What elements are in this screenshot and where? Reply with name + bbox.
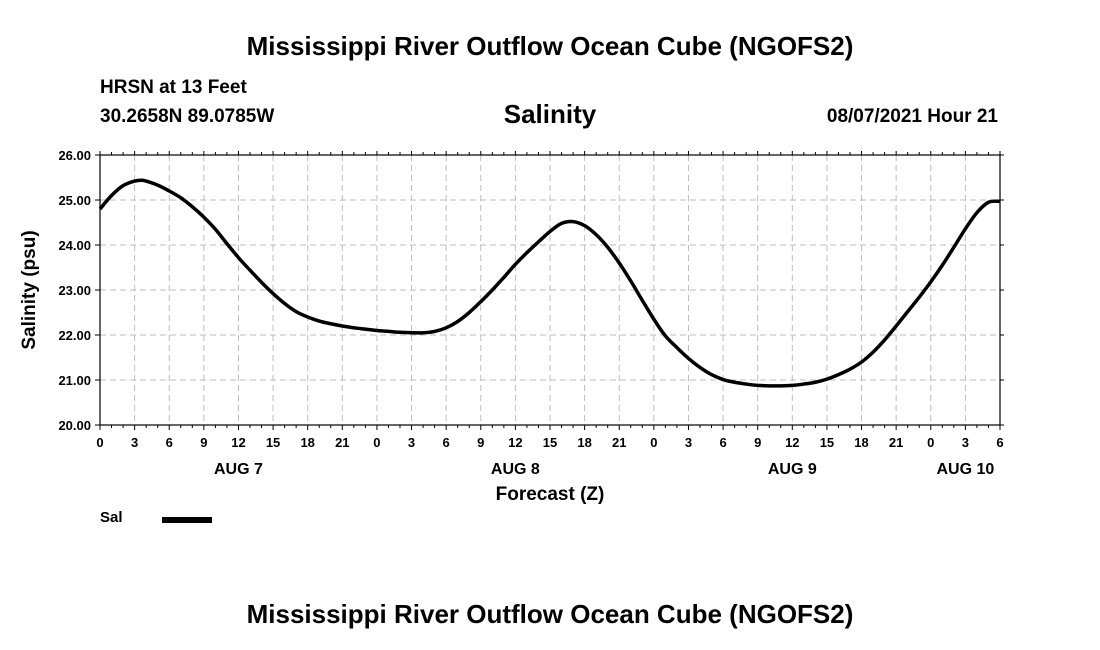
day-label: AUG 8 (491, 461, 540, 478)
x-tick-label: 15 (543, 435, 557, 450)
x-tick-label: 21 (335, 435, 349, 450)
day-label: AUG 10 (936, 461, 994, 478)
plot-frame (99, 154, 1001, 426)
axes (95, 151, 1004, 430)
x-tick-label: 9 (754, 435, 761, 450)
x-tick-label: 18 (300, 435, 314, 450)
x-tick-label: 0 (373, 435, 380, 450)
x-tick-label: 15 (266, 435, 280, 450)
x-tick-label: 9 (200, 435, 207, 450)
y-tick-label: 24.00 (58, 238, 91, 253)
y-axis-title: Salinity (psu) (19, 230, 40, 349)
x-tick-label: 6 (996, 435, 1003, 450)
series-layer (98, 178, 1001, 388)
x-tick-label: 12 (231, 435, 245, 450)
y-tick-label: 23.00 (58, 283, 91, 298)
y-tick-label: 22.00 (58, 328, 91, 343)
x-tick-label: 12 (785, 435, 799, 450)
station-label: HRSN at 13 Feet (100, 77, 247, 98)
forecast-timestamp: 08/07/2021 Hour 21 (826, 106, 998, 127)
x-tick-label: 3 (131, 435, 138, 450)
x-tick-label: 3 (962, 435, 969, 450)
x-tick-label: 18 (854, 435, 868, 450)
x-tick-label: 6 (719, 435, 726, 450)
axis-labels: 0 3 6 9 12 15 18 21 0 3 6 9 12 15 18 21 0 3 6 9 12 15 18 21 0 3 6 2… (19, 148, 1004, 505)
x-tick-label: 3 (408, 435, 415, 450)
y-tick-label: 21.00 (58, 373, 91, 388)
grid (100, 155, 1000, 425)
x-tick-label: 3 (685, 435, 692, 450)
x-tick-label: 21 (889, 435, 903, 450)
series-line-sal (98, 178, 1001, 388)
x-tick-label: 9 (477, 435, 484, 450)
day-label: AUG 9 (768, 461, 817, 478)
y-tick-label: 26.00 (58, 148, 91, 163)
x-tick-label: 12 (508, 435, 522, 450)
legend-label: Sal (100, 509, 123, 526)
chart-title: Mississippi River Outflow Ocean Cube (NG… (246, 31, 854, 61)
x-tick-label: 6 (166, 435, 173, 450)
x-tick-label: 0 (927, 435, 934, 450)
x-tick-label: 0 (650, 435, 657, 450)
coordinates-label: 30.2658N 89.0785W (100, 106, 275, 127)
day-label: AUG 7 (214, 461, 263, 478)
x-tick-label: 15 (820, 435, 834, 450)
x-axis-title: Forecast (Z) (496, 484, 605, 505)
footer-title: Mississippi River Outflow Ocean Cube (NG… (246, 599, 854, 629)
legend-line-swatch (162, 517, 212, 523)
y-tick-label: 25.00 (58, 193, 91, 208)
x-tick-label: 6 (443, 435, 450, 450)
x-tick-label: 0 (96, 435, 103, 450)
chart-subtitle: Salinity (503, 99, 597, 129)
x-tick-label: 21 (612, 435, 626, 450)
x-tick-label: 18 (577, 435, 591, 450)
y-tick-label: 20.00 (58, 418, 91, 433)
